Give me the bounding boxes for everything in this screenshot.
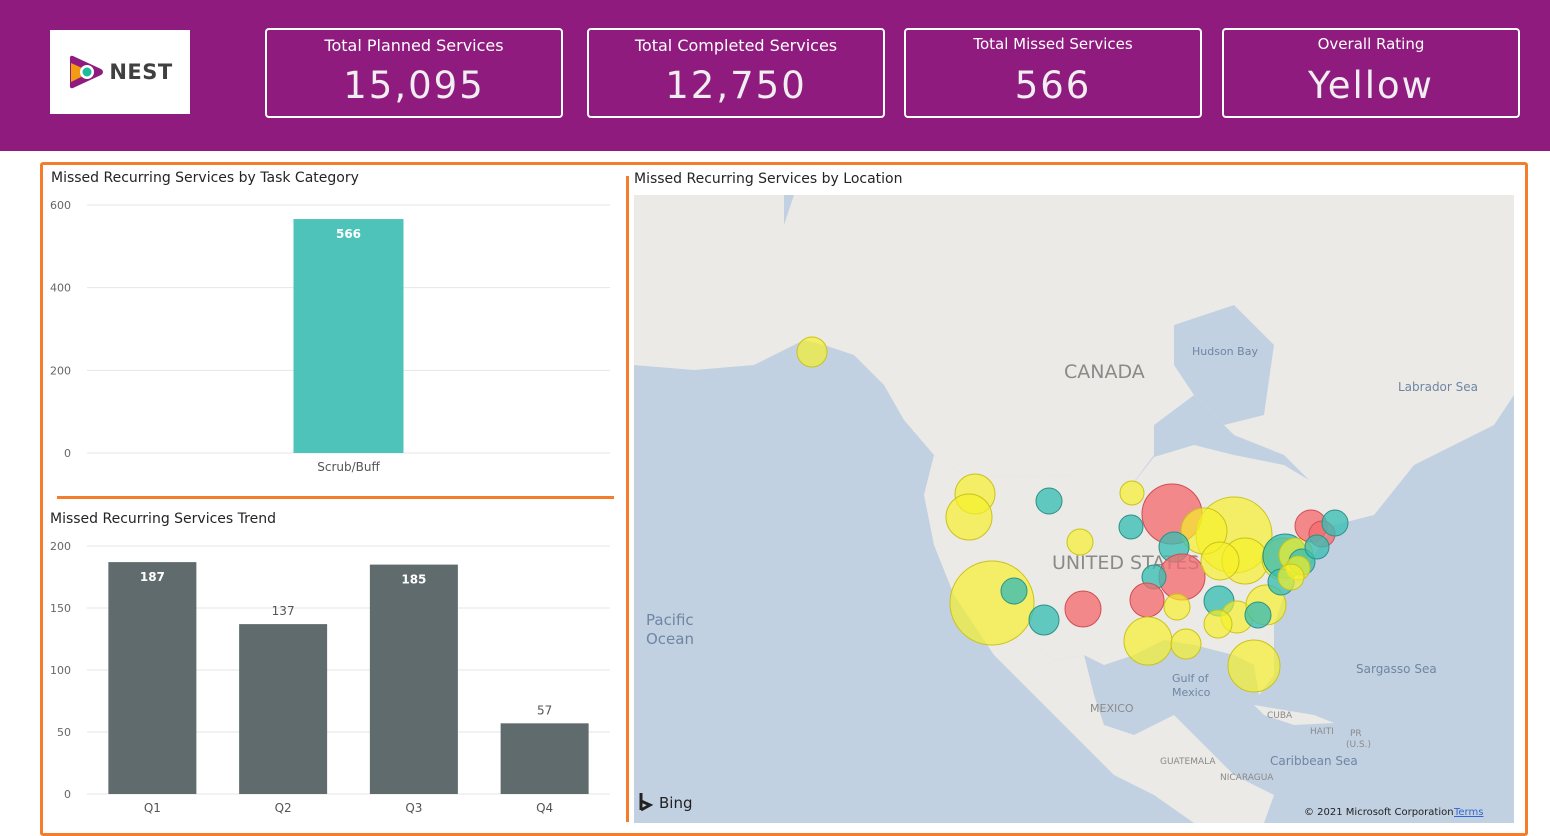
map-label-pr: PR <box>1350 729 1362 739</box>
location-bubble[interactable] <box>1203 609 1233 639</box>
horizontal-divider <box>57 496 614 499</box>
data-label: 137 <box>272 604 295 618</box>
map-label-mexico: MEXICO <box>1090 702 1134 715</box>
data-label: 187 <box>140 570 165 584</box>
map-label-labrador-sea: Labrador Sea <box>1398 380 1478 394</box>
logo-text: NEST <box>109 60 173 84</box>
kpi-value: 15,095 <box>343 64 485 107</box>
map-label-ocean: Ocean <box>646 630 694 648</box>
map-label-mexico-gulf: Mexico <box>1172 686 1211 699</box>
y-tick-label: 400 <box>50 282 71 295</box>
y-tick-label: 150 <box>50 602 71 615</box>
location-bubble[interactable] <box>1118 514 1144 540</box>
location-bubble[interactable] <box>1227 639 1281 693</box>
y-tick-label: 0 <box>64 788 71 801</box>
location-bubble[interactable] <box>1321 509 1349 537</box>
location-bubble[interactable] <box>1170 628 1202 660</box>
map-label-canada: CANADA <box>1064 361 1145 383</box>
bar-scrub-buff <box>293 219 404 453</box>
location-bubble[interactable] <box>1119 480 1145 506</box>
bar-q3 <box>369 564 458 794</box>
logo: NEST <box>50 30 190 114</box>
bar-q1 <box>108 562 197 794</box>
kpi-card-rating: Overall Rating Yellow <box>1222 28 1520 118</box>
map-title: Missed Recurring Services by Location <box>634 171 903 187</box>
kpi-label: Overall Rating <box>1317 35 1425 53</box>
location-bubble[interactable] <box>1244 601 1272 629</box>
location-map[interactable]: CANADA UNITED STATES Hudson Bay Labrador… <box>634 195 1514 823</box>
bing-label: Bing <box>659 794 693 812</box>
location-bubble[interactable] <box>1000 577 1028 605</box>
mexico-landmass <box>954 595 1274 823</box>
y-tick-label: 0 <box>64 447 71 460</box>
data-label: 57 <box>537 703 552 717</box>
location-bubble[interactable] <box>1123 616 1173 666</box>
x-tick-label: Scrub/Buff <box>317 460 380 474</box>
location-bubble[interactable] <box>1304 534 1330 560</box>
map-label-nicaragua: NICARAGUA <box>1220 773 1274 783</box>
bar-q2 <box>239 624 328 794</box>
location-bubbles[interactable] <box>796 336 1349 693</box>
kpi-value: Yellow <box>1308 64 1434 107</box>
map-terms-link[interactable]: Terms <box>1453 807 1483 818</box>
bing-logo-icon <box>639 793 654 812</box>
map-label-sargasso: Sargasso Sea <box>1356 662 1437 676</box>
location-bubble[interactable] <box>1028 604 1060 636</box>
map-label-caribbean: Caribbean Sea <box>1270 754 1358 768</box>
kpi-value: 566 <box>1014 64 1092 107</box>
task-category-chart: 0 200 400 600 566 Scrub/Buff <box>50 199 610 474</box>
hudson-bay-water <box>1174 305 1274 425</box>
bar-q4 <box>500 723 589 794</box>
map-label-cuba: CUBA <box>1267 711 1293 721</box>
x-tick-label: Q3 <box>405 801 422 815</box>
location-bubble[interactable] <box>945 493 993 541</box>
location-bubble[interactable] <box>1066 528 1094 556</box>
location-bubble[interactable] <box>1129 582 1165 618</box>
y-tick-label: 50 <box>57 726 71 739</box>
location-bubble[interactable] <box>949 560 1035 646</box>
nest-logo-icon <box>70 55 104 89</box>
map-label-hudson-bay: Hudson Bay <box>1192 345 1258 358</box>
kpi-label: Total Missed Services <box>973 35 1133 53</box>
x-tick-label: Q4 <box>536 801 553 815</box>
trend-chart-title: Missed Recurring Services Trend <box>50 511 276 527</box>
y-tick-label: 100 <box>50 664 71 677</box>
x-tick-label: Q1 <box>144 801 161 815</box>
kpi-card-missed: Total Missed Services 566 <box>904 28 1202 118</box>
cuba-landmass <box>1254 705 1334 725</box>
location-bubble[interactable] <box>1163 593 1191 621</box>
kpi-card-planned: Total Planned Services 15,095 <box>265 28 563 118</box>
location-bubble[interactable] <box>1035 487 1063 515</box>
map-label-pacific: Pacific <box>646 611 694 629</box>
map-label-us: (U.S.) <box>1346 740 1371 750</box>
map-label-haiti: HAITI <box>1310 727 1334 737</box>
data-label: 185 <box>401 573 426 587</box>
location-bubble[interactable] <box>1200 541 1240 581</box>
x-tick-label: Q2 <box>275 801 292 815</box>
vertical-divider <box>626 176 629 822</box>
y-tick-label: 200 <box>50 540 71 553</box>
kpi-card-completed: Total Completed Services 12,750 <box>587 28 885 118</box>
map-label-gulf-of: Gulf of <box>1172 672 1210 685</box>
kpi-label: Total Completed Services <box>634 36 838 55</box>
location-bubble[interactable] <box>1064 590 1102 628</box>
header-banner: NEST Total Planned Services 15,095 Total… <box>0 0 1550 151</box>
map-canvas: CANADA UNITED STATES Hudson Bay Labrador… <box>634 195 1514 823</box>
greenland-landmass <box>1274 195 1514 385</box>
map-copyright: © 2021 Microsoft Corporation <box>1304 807 1454 818</box>
location-bubble[interactable] <box>1277 563 1305 591</box>
location-bubble[interactable] <box>796 336 828 368</box>
kpi-value: 12,750 <box>665 64 807 107</box>
data-label: 566 <box>336 227 361 241</box>
trend-chart: 0 50 100 150 200 187 Q1 137 Q2 185 Q3 57 Q4 <box>50 540 610 815</box>
y-tick-label: 200 <box>50 364 71 377</box>
y-tick-label: 600 <box>50 199 71 212</box>
canada-landmass <box>634 195 1514 525</box>
kpi-label: Total Planned Services <box>324 36 504 55</box>
map-label-guatemala: GUATEMALA <box>1160 757 1216 767</box>
task-category-chart-title: Missed Recurring Services by Task Catego… <box>51 170 359 186</box>
